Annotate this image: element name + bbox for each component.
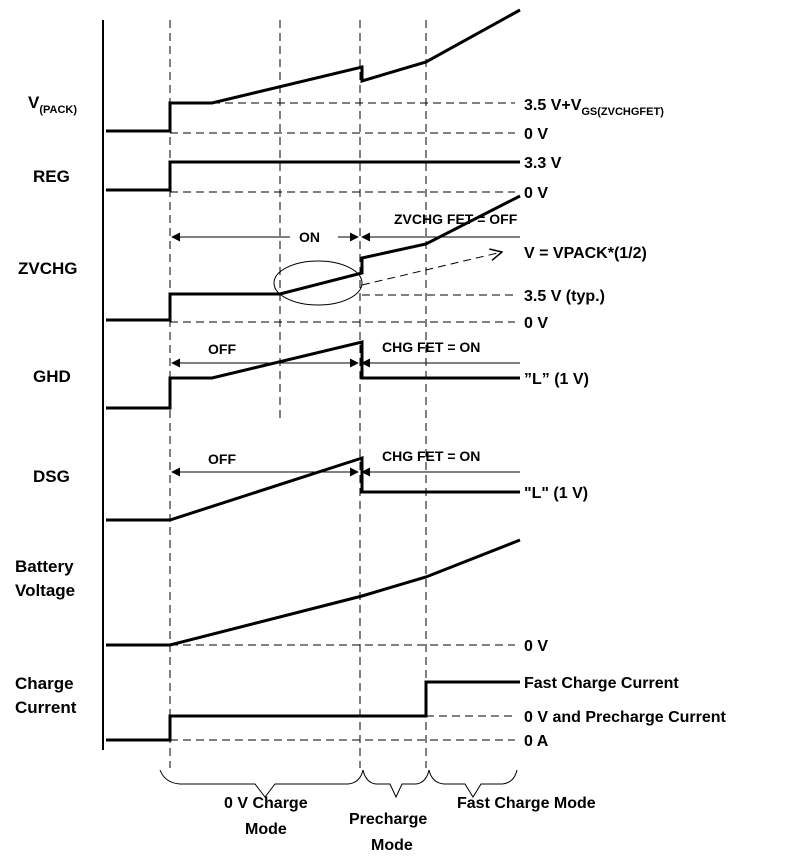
fast-current-label: Fast Charge Current: [524, 675, 679, 692]
fast-charge-mode-label: Fast Charge Mode: [457, 795, 596, 812]
ghd-chg-on-label: CHG FET = ON: [382, 339, 480, 355]
zvchg-zero-label: 0 V: [524, 315, 548, 332]
zero-v-mode-brace: [159, 769, 364, 798]
signal-label-reg: REG: [33, 167, 70, 186]
dsg-waveform: [106, 455, 520, 522]
zero-amp-label: 0 A: [524, 733, 549, 750]
zvchg-half-label: V = VPACK*(1/2): [524, 245, 647, 262]
battery-waveform: [106, 538, 521, 647]
signal-label-ghd: GHD: [33, 367, 71, 386]
vpack-waveform: [106, 8, 521, 133]
signal-label-dsg: DSG: [33, 467, 70, 486]
ghd-waveform: [106, 340, 520, 410]
reg-high-label: 3.3 V: [524, 155, 562, 172]
reg-zero-label: 0 V: [524, 185, 548, 202]
fast-charge-mode-brace: [428, 769, 518, 798]
signal-label-charge-line1: Charge: [15, 674, 74, 693]
vpack-high-label: 3.5 V+VGS(ZVCHGFET): [524, 97, 664, 118]
signal-label-charge-line2: Current: [15, 698, 77, 717]
charge-current-waveform: [106, 680, 520, 742]
vpack-zero-label: 0 V: [524, 126, 548, 143]
zvchg-waveform: [106, 194, 521, 322]
ghd-off-label: OFF: [208, 341, 236, 357]
dsg-low-label: "L" (1 V): [524, 485, 588, 502]
signal-label-battery-line1: Battery: [15, 557, 74, 576]
signal-label-vpack: V(PACK): [28, 93, 77, 116]
ghd-low-label: ”L” (1 V): [524, 371, 589, 388]
zero-v-mode-label-line2: Mode: [245, 821, 287, 838]
dsg-off-label: OFF: [208, 451, 236, 467]
precharge-mode-label-line1: Precharge: [349, 811, 427, 828]
zero-v-mode-label-line1: 0 V Charge: [224, 795, 308, 812]
zvchg-on-label: ON: [299, 229, 320, 245]
precharge-mode-label-line2: Mode: [371, 837, 413, 854]
signal-label-zvchg: ZVCHG: [18, 259, 78, 278]
zvchg-transition-highlight: [273, 260, 363, 306]
zvchg-half-pointer: [361, 252, 502, 286]
zvchg-on-label-bg: [290, 227, 338, 247]
battery-zero-label: 0 V: [524, 638, 548, 655]
signal-label-battery-line2: Voltage: [15, 581, 75, 600]
precharge-mode-brace: [362, 769, 430, 799]
precharge-current-label: 0 V and Precharge Current: [524, 709, 727, 726]
zvchg-fet-off-label: ZVCHG FET = OFF: [394, 211, 518, 227]
zvchg-typ-label: 3.5 V (typ.): [524, 288, 605, 305]
reg-waveform: [106, 160, 520, 192]
dsg-chg-on-label: CHG FET = ON: [382, 448, 480, 464]
